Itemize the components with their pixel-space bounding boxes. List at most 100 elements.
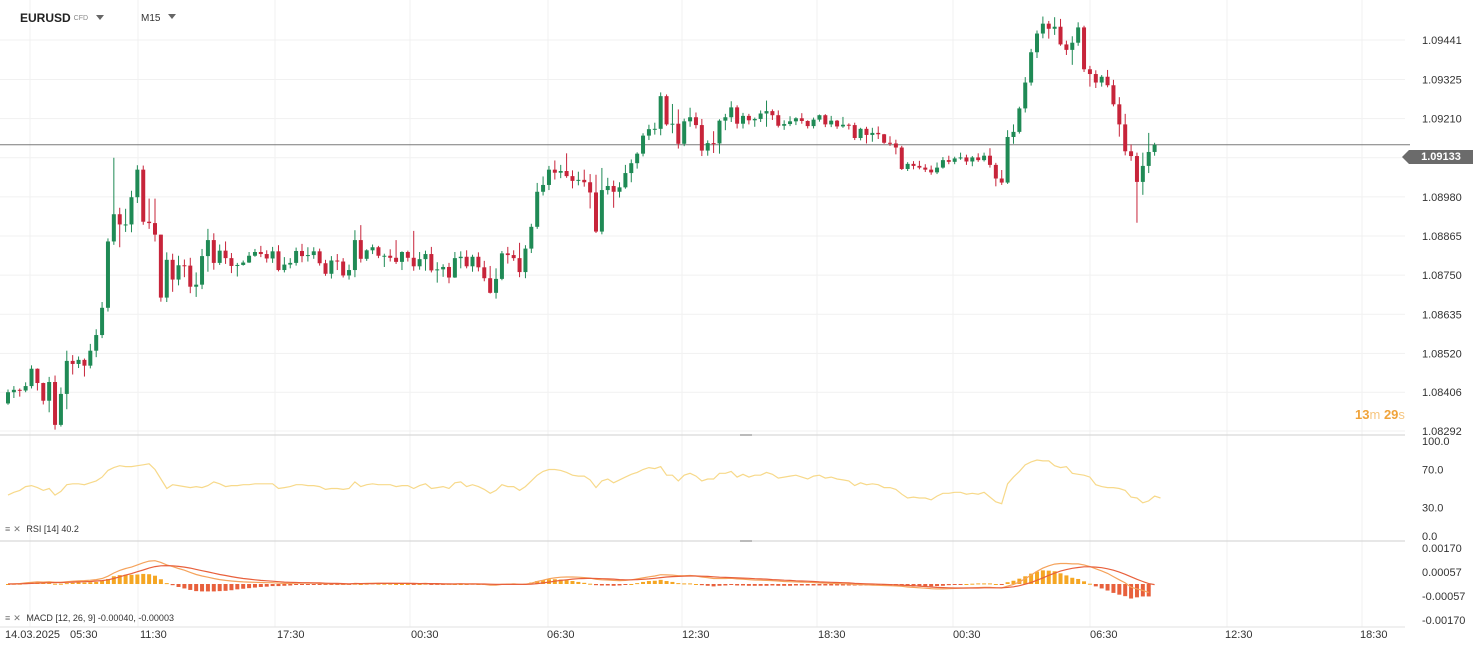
candle-body — [541, 184, 546, 192]
candle-body — [699, 125, 704, 151]
macd-histogram-bar — [741, 584, 745, 586]
candle-body — [11, 389, 16, 393]
macd-histogram-bar — [458, 584, 463, 585]
candle-body — [217, 250, 222, 263]
candle-body — [1111, 85, 1116, 105]
macd-histogram-bar — [182, 584, 187, 589]
candle-body — [817, 115, 822, 120]
macd-histogram-bar — [746, 584, 751, 586]
timeframe-selector[interactable]: M15 — [141, 13, 177, 24]
macd-axis-label: -0.00170 — [1422, 615, 1465, 627]
macd-histogram-bar — [317, 584, 322, 585]
countdown-seconds-unit: s — [1398, 407, 1405, 422]
macd-histogram-bar — [693, 584, 698, 585]
macd-histogram-bar — [676, 583, 681, 585]
candle-body — [682, 121, 687, 144]
macd-histogram-bar — [1035, 571, 1039, 584]
pane-resize-handle — [740, 540, 752, 542]
candle-body — [617, 187, 622, 192]
candle-body — [282, 264, 287, 271]
macd-histogram-bar — [929, 584, 934, 587]
macd-histogram-bar — [582, 582, 587, 584]
candle-body — [958, 157, 963, 159]
candle-body — [411, 257, 416, 267]
candle-body — [664, 96, 669, 125]
candle-body — [105, 241, 110, 308]
candle-body — [53, 381, 58, 425]
macd-histogram-bar — [158, 579, 163, 584]
candle-body — [41, 383, 46, 401]
macd-histogram-bar — [270, 584, 275, 587]
candle-body — [200, 256, 205, 285]
candle-body — [605, 185, 610, 191]
candle-body — [852, 125, 857, 139]
candle-body — [129, 197, 134, 225]
candle-body — [76, 359, 81, 364]
macd-histogram-bar — [952, 584, 957, 585]
candle-body — [552, 169, 557, 173]
candle-body — [347, 270, 352, 276]
macd-histogram-bar — [170, 584, 175, 586]
candle-body — [141, 169, 146, 222]
candle-body — [88, 350, 93, 366]
macd-histogram-bar — [211, 584, 216, 592]
countdown-seconds: 29 — [1383, 407, 1399, 422]
rsi-name: RSI — [26, 524, 42, 534]
macd-histogram-bar — [429, 584, 434, 585]
macd-name: MACD — [26, 613, 53, 623]
time-axis-label: 00:30 — [411, 629, 439, 641]
macd-histogram-bar — [200, 584, 205, 592]
candle-body — [917, 165, 922, 168]
macd-histogram-bar — [1070, 577, 1075, 584]
macd-histogram-bar — [564, 580, 569, 584]
candle-body — [29, 368, 34, 387]
candle-body — [635, 153, 640, 164]
candle-body — [729, 107, 734, 118]
rsi-axis-label: 0.0 — [1422, 531, 1437, 543]
macd-histogram-bar — [764, 584, 769, 586]
candle-body — [458, 256, 463, 259]
menu-icon[interactable]: ≡ — [5, 524, 11, 534]
candle-body — [582, 179, 587, 183]
macd-histogram-bar — [58, 583, 63, 585]
macd-histogram-bar — [535, 581, 540, 584]
candle-body — [205, 240, 210, 257]
candle-body — [835, 120, 840, 127]
macd-histogram-bar — [758, 584, 763, 586]
candle-body — [1058, 26, 1063, 45]
macd-histogram-bar — [399, 584, 404, 585]
candle-body — [529, 226, 534, 249]
macd-histogram-bar — [1011, 580, 1016, 584]
macd-histogram-bar — [405, 584, 410, 585]
price-axis-label: 1.08292 — [1422, 426, 1462, 438]
macd-histogram-bar — [823, 584, 828, 586]
candle-body — [546, 169, 551, 185]
candle-body — [64, 360, 69, 394]
candle-body — [735, 107, 740, 124]
symbol-selector[interactable]: EURUSD CFD — [20, 11, 105, 25]
macd-histogram-bar — [923, 584, 928, 587]
candle-body — [447, 266, 451, 278]
macd-histogram-bar — [205, 584, 210, 592]
close-icon[interactable]: ✕ — [13, 524, 21, 534]
macd-histogram-bar — [364, 583, 369, 585]
macd-histogram-bar — [1064, 575, 1069, 584]
macd-histogram-bar — [799, 584, 804, 586]
candle-body — [235, 264, 240, 266]
price-axis-label: 1.08865 — [1422, 231, 1462, 243]
macd-values: -0.00040, -0.00003 — [97, 613, 174, 623]
candle-body — [341, 261, 346, 276]
candle-body — [946, 160, 951, 162]
macd-histogram-bar — [987, 583, 992, 585]
candle-body — [999, 178, 1004, 183]
macd-histogram-bar — [129, 574, 134, 584]
candle-body — [1023, 82, 1028, 109]
close-icon[interactable]: ✕ — [13, 613, 21, 623]
macd-histogram-bar — [641, 581, 646, 584]
rsi-axis-label: 30.0 — [1422, 503, 1443, 515]
menu-icon[interactable]: ≡ — [5, 613, 11, 623]
candle-body — [764, 111, 769, 114]
candle-body — [982, 155, 987, 161]
pane-resize-handle — [740, 434, 752, 436]
